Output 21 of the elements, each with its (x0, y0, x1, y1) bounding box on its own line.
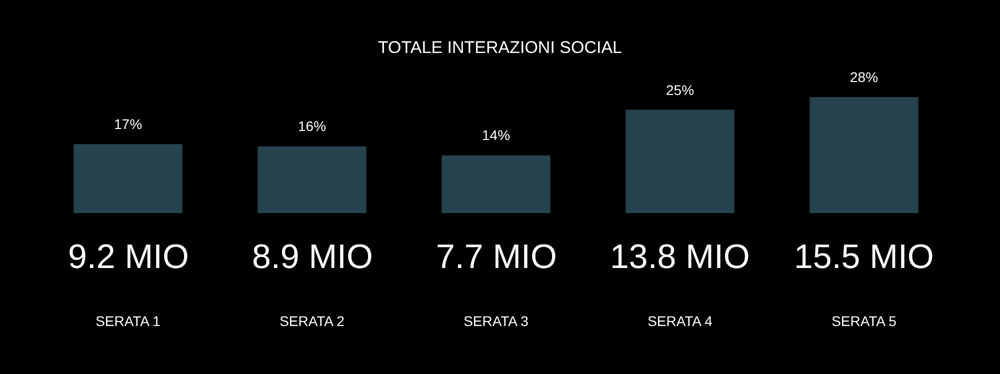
annotation: 14% (482, 127, 510, 143)
chart-title: TOTALE INTERAZIONI SOCIAL (378, 38, 622, 57)
annotation: 28% (850, 69, 878, 85)
bar (258, 146, 366, 213)
data-label: 15.5 MIO (794, 238, 934, 276)
data-label: 7.7 MIO (436, 238, 557, 276)
x-tick-label: SERATA 4 (648, 313, 713, 329)
x-tick-label: SERATA 3 (464, 313, 529, 329)
bar (810, 97, 918, 213)
bar (74, 144, 182, 213)
annotation: 25% (666, 82, 694, 98)
x-tick-label: SERATA 2 (280, 313, 345, 329)
data-label: 13.8 MIO (610, 238, 750, 276)
data-label: 8.9 MIO (252, 238, 373, 276)
x-tick-label: SERATA 1 (96, 313, 161, 329)
annotation: 16% (298, 118, 326, 134)
annotation: 17% (114, 116, 142, 132)
x-tick-label: SERATA 5 (832, 313, 897, 329)
bar (442, 155, 550, 213)
data-label: 9.2 MIO (68, 238, 189, 276)
bar (626, 110, 734, 213)
